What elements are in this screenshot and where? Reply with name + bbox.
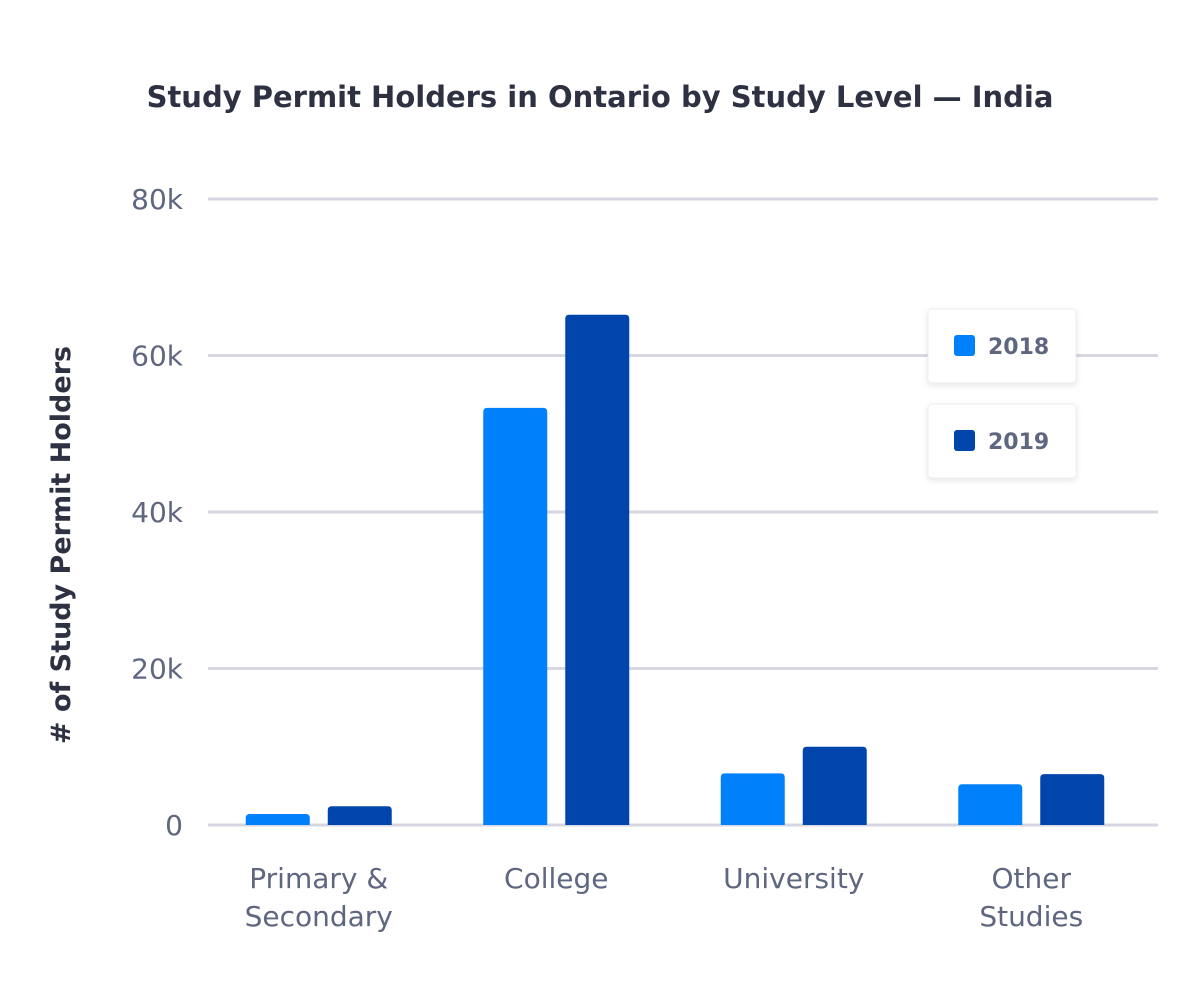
bar-2019 — [327, 806, 392, 825]
bar-2019 — [1040, 774, 1105, 825]
y-tick-label: 60k — [131, 340, 184, 373]
bar-2018 — [245, 814, 310, 825]
bar-2018 — [483, 407, 548, 825]
bar-2018 — [958, 784, 1023, 825]
bar-2018 — [720, 773, 785, 825]
y-tick-label: 80k — [131, 183, 184, 216]
legend-label: 2019 — [988, 430, 1049, 455]
y-tick-label: 40k — [131, 496, 184, 529]
bar-2019 — [565, 314, 630, 825]
legend-swatch — [954, 430, 975, 451]
y-tick-label: 20k — [131, 653, 184, 686]
legend-item — [927, 403, 1077, 479]
y-tick-label: 0 — [165, 809, 183, 842]
chart-title: Study Permit Holders in Ontario by Study… — [147, 80, 1054, 114]
x-tick-label: Primary & — [249, 862, 388, 895]
x-tick-label: College — [504, 862, 608, 895]
x-tick-label: University — [723, 862, 864, 895]
legend-item — [927, 308, 1077, 384]
bar-2019 — [802, 746, 867, 825]
legend-label: 2018 — [988, 335, 1049, 360]
x-tick-label: Studies — [979, 900, 1083, 933]
legend-swatch — [954, 335, 975, 356]
x-tick-label: Secondary — [245, 900, 393, 933]
x-tick-label: Other — [991, 862, 1071, 895]
y-axis-label: # of Study Permit Holders — [46, 346, 77, 744]
